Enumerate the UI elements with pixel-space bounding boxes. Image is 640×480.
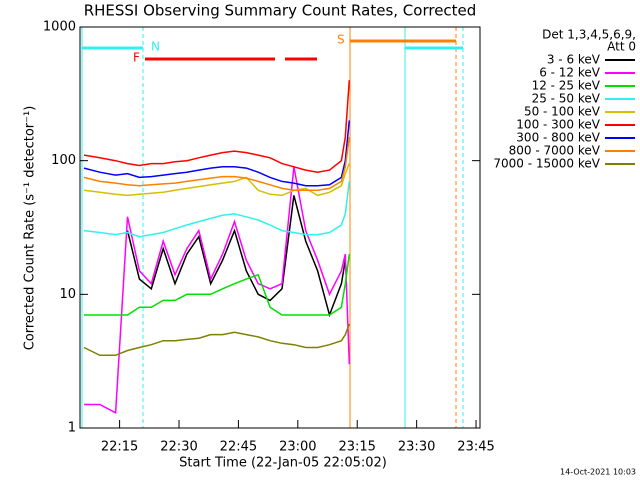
series-line bbox=[83, 181, 351, 238]
series-line bbox=[83, 80, 351, 173]
legend-title: Det 1,3,4,5,6,9, bbox=[542, 28, 636, 42]
series-line bbox=[84, 166, 351, 415]
series-line bbox=[84, 253, 351, 316]
legend-label: 100 - 300 keV bbox=[516, 118, 600, 132]
series-line bbox=[83, 163, 350, 197]
legend-label: 7000 - 15000 keV bbox=[493, 157, 600, 171]
legend-label: 300 - 800 keV bbox=[516, 131, 600, 145]
flag-label: F bbox=[133, 51, 140, 65]
plot-frame bbox=[79, 26, 481, 429]
x-tick-label: 23:30 bbox=[398, 440, 435, 455]
x-tick-label: 22:15 bbox=[101, 440, 138, 455]
series-line bbox=[83, 136, 351, 192]
y-tick-label: 10 bbox=[59, 287, 76, 302]
legend-label: 3 - 6 keV bbox=[547, 53, 601, 67]
legend-label: 12 - 25 keV bbox=[532, 79, 601, 93]
legend-label: 800 - 7000 keV bbox=[509, 144, 601, 158]
flag-label: S bbox=[337, 33, 345, 47]
series-line bbox=[126, 195, 347, 318]
y-tick-label: 1 bbox=[68, 421, 76, 436]
y-tick-label: 100 bbox=[51, 153, 76, 168]
series-line bbox=[83, 323, 351, 357]
x-tick-label: 22:30 bbox=[160, 440, 197, 455]
x-tick-label: 23:00 bbox=[279, 440, 316, 455]
legend-label: 25 - 50 keV bbox=[532, 92, 601, 106]
y-tick-label: 1000 bbox=[43, 20, 76, 35]
x-tick-label: 22:45 bbox=[220, 440, 257, 455]
chart-title: RHESSI Observing Summary Count Rates, Co… bbox=[84, 2, 477, 20]
x-axis-label: Start Time (22-Jan-05 22:05:02) bbox=[179, 456, 387, 471]
flags: N F S bbox=[81, 27, 464, 428]
legend-label: 50 - 100 keV bbox=[524, 105, 601, 119]
legend-title: Att 0 bbox=[607, 40, 636, 54]
series-line bbox=[83, 120, 351, 187]
x-tick-label: 23:15 bbox=[338, 440, 375, 455]
flag-label: N bbox=[151, 40, 160, 54]
x-tick-label: 23:45 bbox=[457, 440, 494, 455]
legend-label: 6 - 12 keV bbox=[539, 66, 601, 80]
footer-date: 14-Oct-2021 10:03 bbox=[560, 468, 636, 477]
y-axis-label: Corrected Count Rate (s⁻¹ detector⁻¹) bbox=[23, 106, 38, 351]
